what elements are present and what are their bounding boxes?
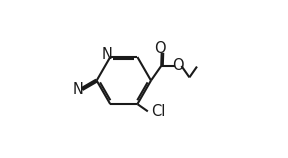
Text: N: N xyxy=(73,82,84,97)
Text: N: N xyxy=(101,47,112,62)
Text: O: O xyxy=(173,58,184,73)
Text: O: O xyxy=(154,41,166,56)
Text: Cl: Cl xyxy=(151,104,166,119)
